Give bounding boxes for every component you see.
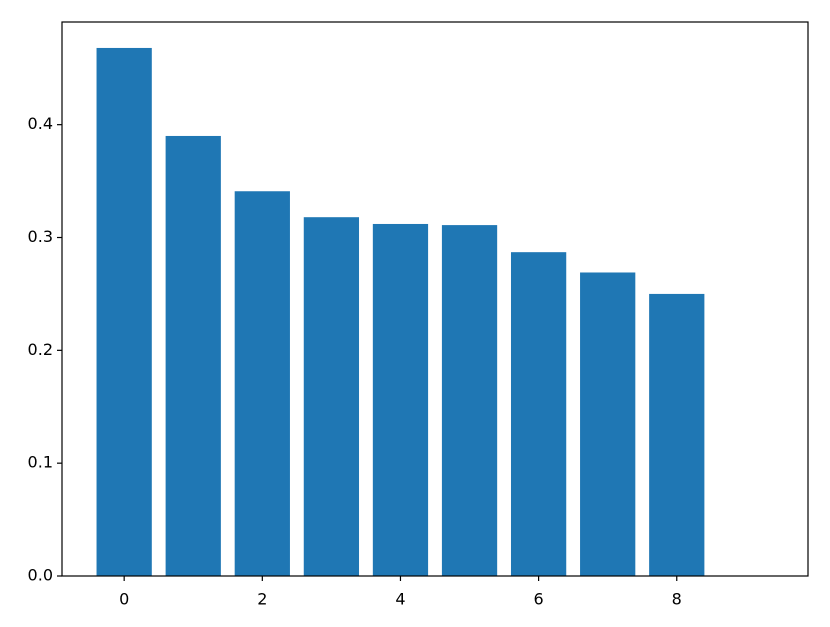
- bar: [510, 252, 567, 576]
- x-tick-label: 4: [395, 590, 405, 609]
- bar: [303, 217, 360, 576]
- bar: [372, 223, 429, 576]
- y-tick-label: 0.1: [28, 453, 53, 472]
- y-tick-label: 0.4: [28, 114, 53, 133]
- x-tick-label: 8: [672, 590, 682, 609]
- bar: [96, 47, 152, 577]
- y-tick-label: 0.3: [28, 227, 53, 246]
- x-tick-label: 2: [257, 590, 267, 609]
- bar: [649, 293, 705, 576]
- bar: [441, 225, 498, 577]
- bar: [165, 135, 221, 576]
- x-tick-label: 0: [119, 590, 129, 609]
- bar: [580, 272, 636, 576]
- plot-frame: [61, 21, 809, 577]
- bar: [234, 191, 290, 576]
- x-tick-label: 6: [534, 590, 544, 609]
- y-tick-label: 0.0: [28, 566, 53, 585]
- y-tick-label: 0.2: [28, 340, 53, 359]
